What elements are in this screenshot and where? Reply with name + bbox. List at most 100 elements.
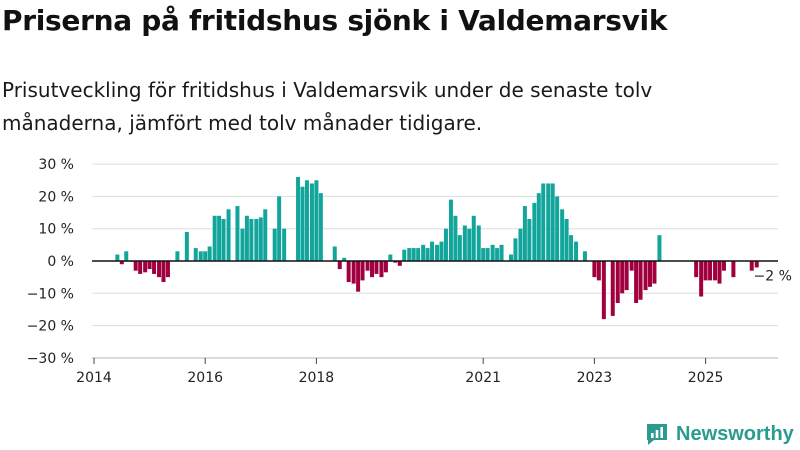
bar (457, 235, 462, 261)
bar (143, 261, 148, 273)
bar (731, 261, 736, 278)
bar (435, 244, 440, 261)
bar (314, 180, 319, 261)
bar (351, 261, 356, 284)
bar (439, 241, 444, 261)
bar (212, 215, 217, 261)
bar (546, 183, 551, 261)
bar (592, 261, 597, 278)
bar (610, 261, 615, 316)
y-tick-label: −20 % (27, 319, 74, 335)
bar (203, 251, 208, 261)
bar (490, 244, 495, 261)
bar (564, 219, 569, 261)
bar (300, 186, 305, 261)
y-axis-ticks: 30 % 20 % 10 % 0 % −10 % −20 % −30 % (27, 157, 74, 367)
bar (541, 183, 546, 261)
bar (648, 261, 652, 287)
bar (582, 251, 587, 261)
bar (161, 261, 166, 282)
bar (430, 241, 435, 261)
bar (304, 180, 309, 261)
bar (133, 261, 138, 271)
bar (513, 238, 518, 261)
bar (708, 261, 713, 281)
bar (448, 199, 453, 261)
newsworthy-logo-icon (647, 424, 667, 445)
bar (365, 261, 370, 271)
bar (360, 261, 365, 281)
bar (244, 215, 249, 261)
bar (407, 248, 412, 261)
y-tick-label: 20 % (38, 189, 74, 205)
x-tick-label: 2018 (299, 370, 335, 386)
bar (555, 196, 560, 261)
bar (235, 206, 240, 261)
bar (421, 244, 426, 261)
last-value-label: −2 % (754, 268, 792, 284)
bar (721, 261, 726, 271)
bar (657, 235, 662, 261)
bar (165, 261, 170, 278)
bar (638, 261, 643, 300)
bar (536, 193, 541, 261)
bar (383, 261, 388, 273)
bar (249, 219, 254, 261)
bar (476, 225, 481, 261)
bar (624, 261, 629, 291)
bar (258, 217, 263, 261)
y-tick-label: 10 % (38, 222, 74, 238)
bar (393, 261, 398, 263)
x-axis-ticks: 2014 2016 2018 2021 2023 2025 (76, 358, 723, 386)
y-tick-label: 0 % (47, 254, 74, 270)
bar (152, 261, 157, 274)
bar (713, 261, 718, 281)
bar (272, 228, 277, 261)
bar (643, 261, 648, 291)
axes (92, 260, 778, 359)
bar (254, 219, 259, 261)
x-tick-label: 2025 (688, 370, 724, 386)
bar (467, 228, 472, 261)
bar (518, 228, 523, 261)
bar (193, 248, 198, 261)
bar (198, 251, 203, 261)
chart-title: Priserna på fritidshus sjönk i Valdemars… (2, 4, 668, 37)
bar (263, 209, 268, 261)
bar (703, 261, 708, 281)
x-tick-label: 2014 (76, 370, 112, 386)
bar (634, 261, 639, 303)
bar (532, 202, 537, 261)
bar (495, 248, 500, 261)
bar (175, 251, 180, 261)
chart-subtitle: Prisutveckling för fritidshus i Valdemar… (2, 78, 653, 135)
bar (749, 261, 754, 271)
y-tick-label: −30 % (27, 351, 74, 367)
bar (550, 183, 555, 261)
x-tick-label: 2016 (187, 370, 223, 386)
bar (471, 215, 476, 261)
bar (443, 228, 448, 261)
bar (342, 257, 347, 261)
bar (240, 228, 245, 261)
bars (115, 177, 759, 320)
bar (309, 183, 314, 261)
bar (574, 241, 579, 261)
bar (527, 219, 532, 261)
bar (138, 261, 143, 274)
bar (717, 261, 722, 284)
bar (379, 261, 384, 278)
bar (374, 261, 379, 274)
bar (620, 261, 625, 294)
x-tick-label: 2021 (465, 370, 501, 386)
bar (337, 261, 342, 270)
bar (207, 246, 212, 261)
bar (217, 215, 222, 261)
bar (221, 219, 226, 261)
bar (296, 177, 301, 261)
bar (370, 261, 374, 278)
bar (615, 261, 620, 303)
bar (699, 261, 704, 297)
bar (119, 261, 124, 265)
